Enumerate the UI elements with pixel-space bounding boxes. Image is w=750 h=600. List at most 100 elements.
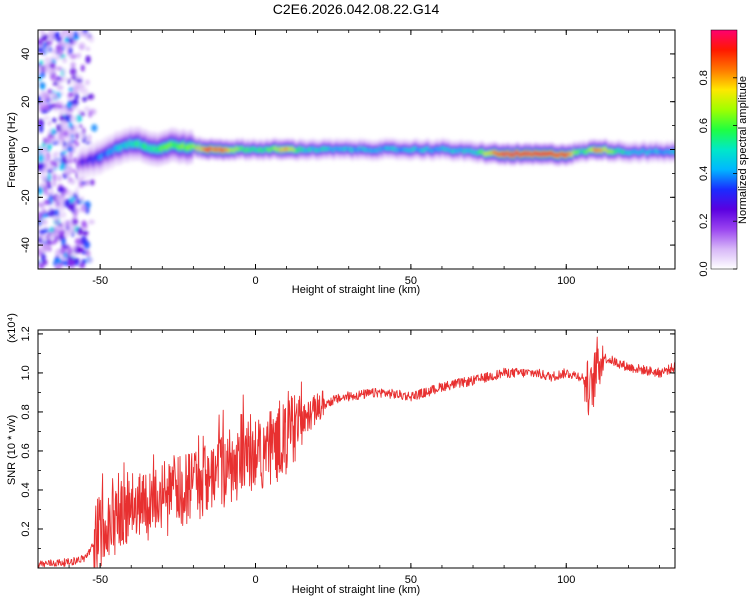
spectrogram-speckle xyxy=(85,33,90,41)
spectrogram-speckle xyxy=(77,30,82,37)
spectrogram-speckle xyxy=(47,173,52,182)
spectrogram-speckle xyxy=(86,93,95,100)
spectrogram-speckle xyxy=(64,113,69,123)
spectrogram-speckle xyxy=(59,114,65,122)
spectrogram-speckle xyxy=(76,78,83,83)
spectrogram-speckle xyxy=(68,128,72,137)
spectrogram-x-tick-label: 50 xyxy=(405,275,417,287)
snr-y-tick-label: 0.6 xyxy=(20,443,32,458)
spectrogram-speckle xyxy=(47,121,51,126)
spectrogram-speckle xyxy=(44,161,49,170)
spectrogram-speckle xyxy=(79,45,84,50)
spectrogram-speckle xyxy=(48,234,55,240)
spectrogram-speckle xyxy=(80,134,86,140)
spectrogram-speckle xyxy=(70,61,76,69)
spectrogram-speckle xyxy=(66,102,73,109)
colorbar-gradient xyxy=(711,30,737,269)
spectrogram-speckle xyxy=(75,186,79,196)
spectrogram-speckle xyxy=(73,257,80,263)
spectrogram-speckle xyxy=(57,226,65,231)
spectrogram-speckle xyxy=(43,187,48,195)
spectrogram-speckle xyxy=(53,94,59,100)
spectrogram-x-tick-label: 0 xyxy=(252,275,258,287)
spectrogram-speckle xyxy=(72,245,76,250)
spectrogram-speckle xyxy=(84,179,90,186)
spectrogram-speckle xyxy=(59,163,66,171)
spectrogram-speckle xyxy=(79,130,83,136)
spectrogram-speckle xyxy=(56,36,62,43)
spectrogram-speckle xyxy=(47,66,55,76)
spectrogram-x-tick-label: 100 xyxy=(557,275,575,287)
colorbar-frame xyxy=(710,29,738,270)
spectrogram-speckle xyxy=(39,82,46,91)
spectrogram-speckle xyxy=(66,146,74,152)
spectrogram-speckle xyxy=(38,154,45,163)
spectrogram-speckle xyxy=(70,178,76,185)
spectrogram-speckle xyxy=(69,67,77,76)
spectrogram-speckle xyxy=(85,79,90,86)
spectrogram-x-label: Height of straight line (km) xyxy=(292,284,420,296)
spectrogram-speckle xyxy=(60,76,67,83)
spectrogram-speckle xyxy=(82,87,89,96)
snr-x-axis: -50 0 50 100 xyxy=(37,330,660,586)
spectrogram-speckle xyxy=(40,252,46,262)
colorbar-tick-label: 0.2 xyxy=(698,214,710,229)
spectrogram-speckle xyxy=(86,251,91,257)
colorbar-label: Normalized spectral amplitude xyxy=(737,76,749,224)
spectrogram-speckle xyxy=(72,169,77,174)
snr-y-axis: 0.2 0.4 0.6 0.8 1.0 1.2 xyxy=(20,326,675,569)
snr-y-tick-label: 1.0 xyxy=(20,365,32,380)
spectrogram-speckle xyxy=(72,145,77,155)
snr-y-tick-label: 1.2 xyxy=(20,326,32,341)
spectrogram-speckle xyxy=(67,136,73,142)
spectrogram-speckle xyxy=(53,260,58,267)
spectrogram-speckle xyxy=(75,141,80,148)
spectrogram-panel: -50 0 50 100 -40 -20 0 20 40 Height of straight… xyxy=(6,29,676,296)
spectrogram-speckle xyxy=(38,185,41,194)
spectrogram-speckle xyxy=(87,134,92,143)
snr-plot-area xyxy=(38,336,675,568)
spectrogram-speckle xyxy=(83,240,91,250)
snr-y-scale-label: (x10⁴) xyxy=(6,313,18,343)
spectrogram-speckle xyxy=(54,31,60,38)
spectrogram-speckle xyxy=(81,84,85,89)
snr-background xyxy=(38,330,675,568)
spectrogram-y-axis: -40 -20 0 20 40 xyxy=(20,29,675,270)
spectrogram-speckle xyxy=(55,151,59,157)
spectrogram-speckle xyxy=(68,165,73,174)
spectrogram-speckle xyxy=(82,96,87,103)
spectrogram-speckle xyxy=(89,179,95,186)
spectrogram-y-tick-label: 20 xyxy=(20,96,32,108)
spectrogram-speckle xyxy=(63,131,69,136)
spectrogram-speckle xyxy=(39,59,44,65)
spectrogram-speckle xyxy=(56,85,64,90)
spectrogram-speckle xyxy=(38,49,45,53)
spectrogram-speckle xyxy=(66,31,74,39)
spectrogram-speckle xyxy=(38,220,42,227)
spectrogram-speckle xyxy=(81,220,87,228)
spectrogram-speckle xyxy=(50,128,55,136)
spectrogram-speckle xyxy=(52,216,59,221)
spectrogram-speckle xyxy=(67,92,74,97)
spectrogram-speckle xyxy=(39,173,47,181)
spectrogram-speckle xyxy=(45,180,52,187)
spectrogram-speckle xyxy=(81,258,87,265)
spectrogram-speckle xyxy=(66,153,70,161)
spectrogram-speckle xyxy=(74,92,79,101)
spectrogram-speckle xyxy=(70,115,77,123)
colorbar: 0.0 0.2 0.4 0.6 0.8 Normalized spectral ampl… xyxy=(698,29,749,277)
spectrogram-speckle xyxy=(69,53,77,60)
spectrogram-speckle xyxy=(43,116,50,121)
colorbar-ticks: 0.0 0.2 0.4 0.6 0.8 xyxy=(698,70,737,277)
spectrogram-speckle xyxy=(70,252,77,257)
spectrogram-speckle xyxy=(55,194,62,203)
spectrogram-speckle xyxy=(56,258,62,264)
spectrogram-speckle xyxy=(42,34,49,41)
spectrogram-speckle xyxy=(66,189,73,196)
spectrogram-speckle xyxy=(72,81,76,85)
spectrogram-speckle xyxy=(51,49,58,54)
spectrogram-speckle xyxy=(75,132,80,140)
spectrogram-speckle xyxy=(47,89,53,94)
spectrogram-speckle xyxy=(91,124,98,132)
spectrogram-speckle xyxy=(48,40,53,45)
